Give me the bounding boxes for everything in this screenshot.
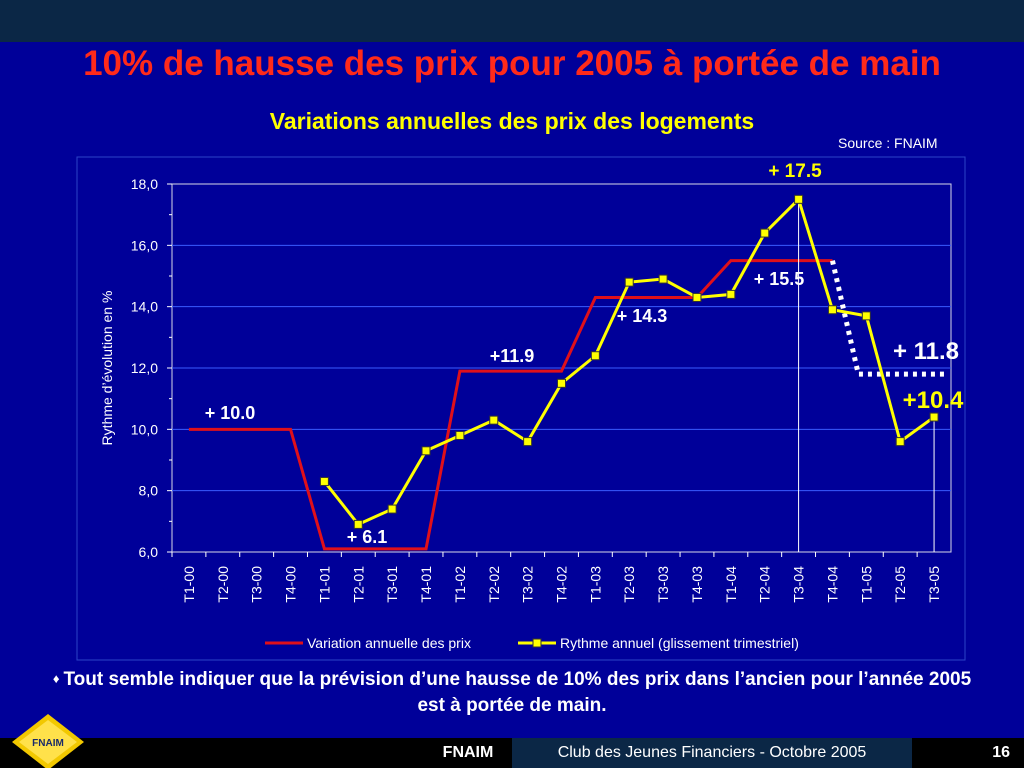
- chart-frame: [76, 156, 966, 661]
- quarterly-marker: [929, 412, 939, 422]
- y-tick-label: 10,0: [131, 421, 158, 437]
- quarterly-marker: [658, 274, 668, 284]
- quarterly-marker: [455, 430, 465, 440]
- y-tick-label: 8,0: [139, 483, 159, 499]
- x-tick-label: T2-05: [892, 566, 908, 603]
- legend-quarterly-marker: [532, 638, 542, 648]
- x-tick-label: T1-00: [181, 566, 197, 603]
- annotation-label: + 11.8: [893, 338, 959, 365]
- x-tick-label: T2-02: [486, 566, 502, 603]
- x-tick-label: T4-00: [283, 566, 299, 603]
- quarterly-marker: [353, 519, 363, 529]
- footer-brand: FNAIM: [424, 738, 512, 768]
- page-number: 16: [992, 744, 1010, 761]
- footer-text: Club des Jeunes Financiers - Octobre 200…: [512, 738, 912, 768]
- annotation-label: + 17.5: [768, 161, 822, 182]
- quarterly-marker: [895, 437, 905, 447]
- quarterly-marker: [692, 292, 702, 302]
- diamond-bullet-icon: ♦: [52, 671, 60, 686]
- x-tick-label: T4-01: [418, 566, 434, 603]
- x-tick-label: T3-01: [384, 566, 400, 603]
- annotation-label: +11.9: [490, 346, 535, 366]
- x-tick-label: T2-03: [621, 566, 637, 603]
- top-bar: [0, 0, 1024, 42]
- annotation-label: +10.4: [903, 387, 964, 414]
- x-tick-label: T1-03: [587, 566, 603, 603]
- annotation-label: + 15.5: [754, 269, 805, 289]
- fnaim-logo-icon: FNAIM: [12, 714, 84, 768]
- source-label: Source : FNAIM: [838, 135, 938, 151]
- y-tick-label: 18,0: [131, 176, 158, 192]
- y-tick-label: 16,0: [131, 237, 158, 253]
- projection-line: [830, 260, 945, 377]
- x-tick-label: T4-02: [554, 566, 570, 603]
- logo-text: FNAIM: [32, 738, 64, 749]
- annotation-label: + 14.3: [617, 306, 668, 326]
- legend-annual-label: Variation annuelle des prix: [307, 635, 471, 651]
- x-tick-label: T2-01: [350, 566, 366, 603]
- series-annual-line: [188, 259, 833, 551]
- quarterly-marker: [319, 476, 329, 486]
- x-tick-label: T1-04: [723, 566, 739, 603]
- chart-title: Variations annuelles des prix des logeme…: [269, 108, 755, 134]
- x-tick-label: T3-04: [791, 566, 807, 603]
- quarterly-marker: [557, 378, 566, 388]
- x-tick-label: T2-00: [215, 566, 231, 603]
- y-tick-label: 14,0: [131, 299, 158, 315]
- slide-title: 10% de hausse des prix pour 2005 à porté…: [83, 44, 941, 83]
- y-axis-label: Rythme d’évolution en %: [99, 291, 115, 446]
- x-tick-label: T1-01: [316, 566, 332, 603]
- x-tick-label: T3-05: [926, 566, 942, 603]
- y-tick-label: 12,0: [131, 360, 158, 376]
- quarterly-marker: [794, 194, 804, 204]
- x-tick-label: T1-05: [858, 566, 874, 603]
- x-tick-label: T3-00: [249, 566, 265, 603]
- x-tick-label: T1-02: [452, 566, 468, 603]
- quarterly-marker: [489, 415, 499, 425]
- x-tick-label: T3-02: [520, 566, 536, 603]
- quarterly-marker: [624, 277, 634, 287]
- quarterly-marker: [760, 228, 770, 238]
- annotation-label: + 6.1: [347, 527, 388, 547]
- x-tick-label: T2-04: [757, 566, 773, 603]
- x-tick-label: T3-03: [655, 566, 671, 603]
- quarterly-marker: [590, 351, 600, 361]
- quarterly-marker: [523, 437, 533, 447]
- bullet-body: Tout semble indiquer que la prévision d’…: [63, 669, 972, 716]
- quarterly-marker: [827, 305, 837, 315]
- quarterly-marker: [726, 289, 736, 299]
- annotation-label: + 10.0: [205, 403, 256, 423]
- bullet-text: ♦ Tout semble indiquer que la prévision d…: [40, 666, 984, 719]
- quarterly-marker: [861, 311, 871, 321]
- quarterly-marker: [387, 504, 397, 514]
- legend-quarterly-label: Rythme annuel (glissement trimestriel): [560, 635, 799, 651]
- y-tick-label: 6,0: [139, 544, 159, 560]
- x-tick-label: T4-04: [824, 566, 840, 603]
- quarterly-marker: [421, 446, 431, 456]
- x-tick-label: T4-03: [689, 566, 705, 603]
